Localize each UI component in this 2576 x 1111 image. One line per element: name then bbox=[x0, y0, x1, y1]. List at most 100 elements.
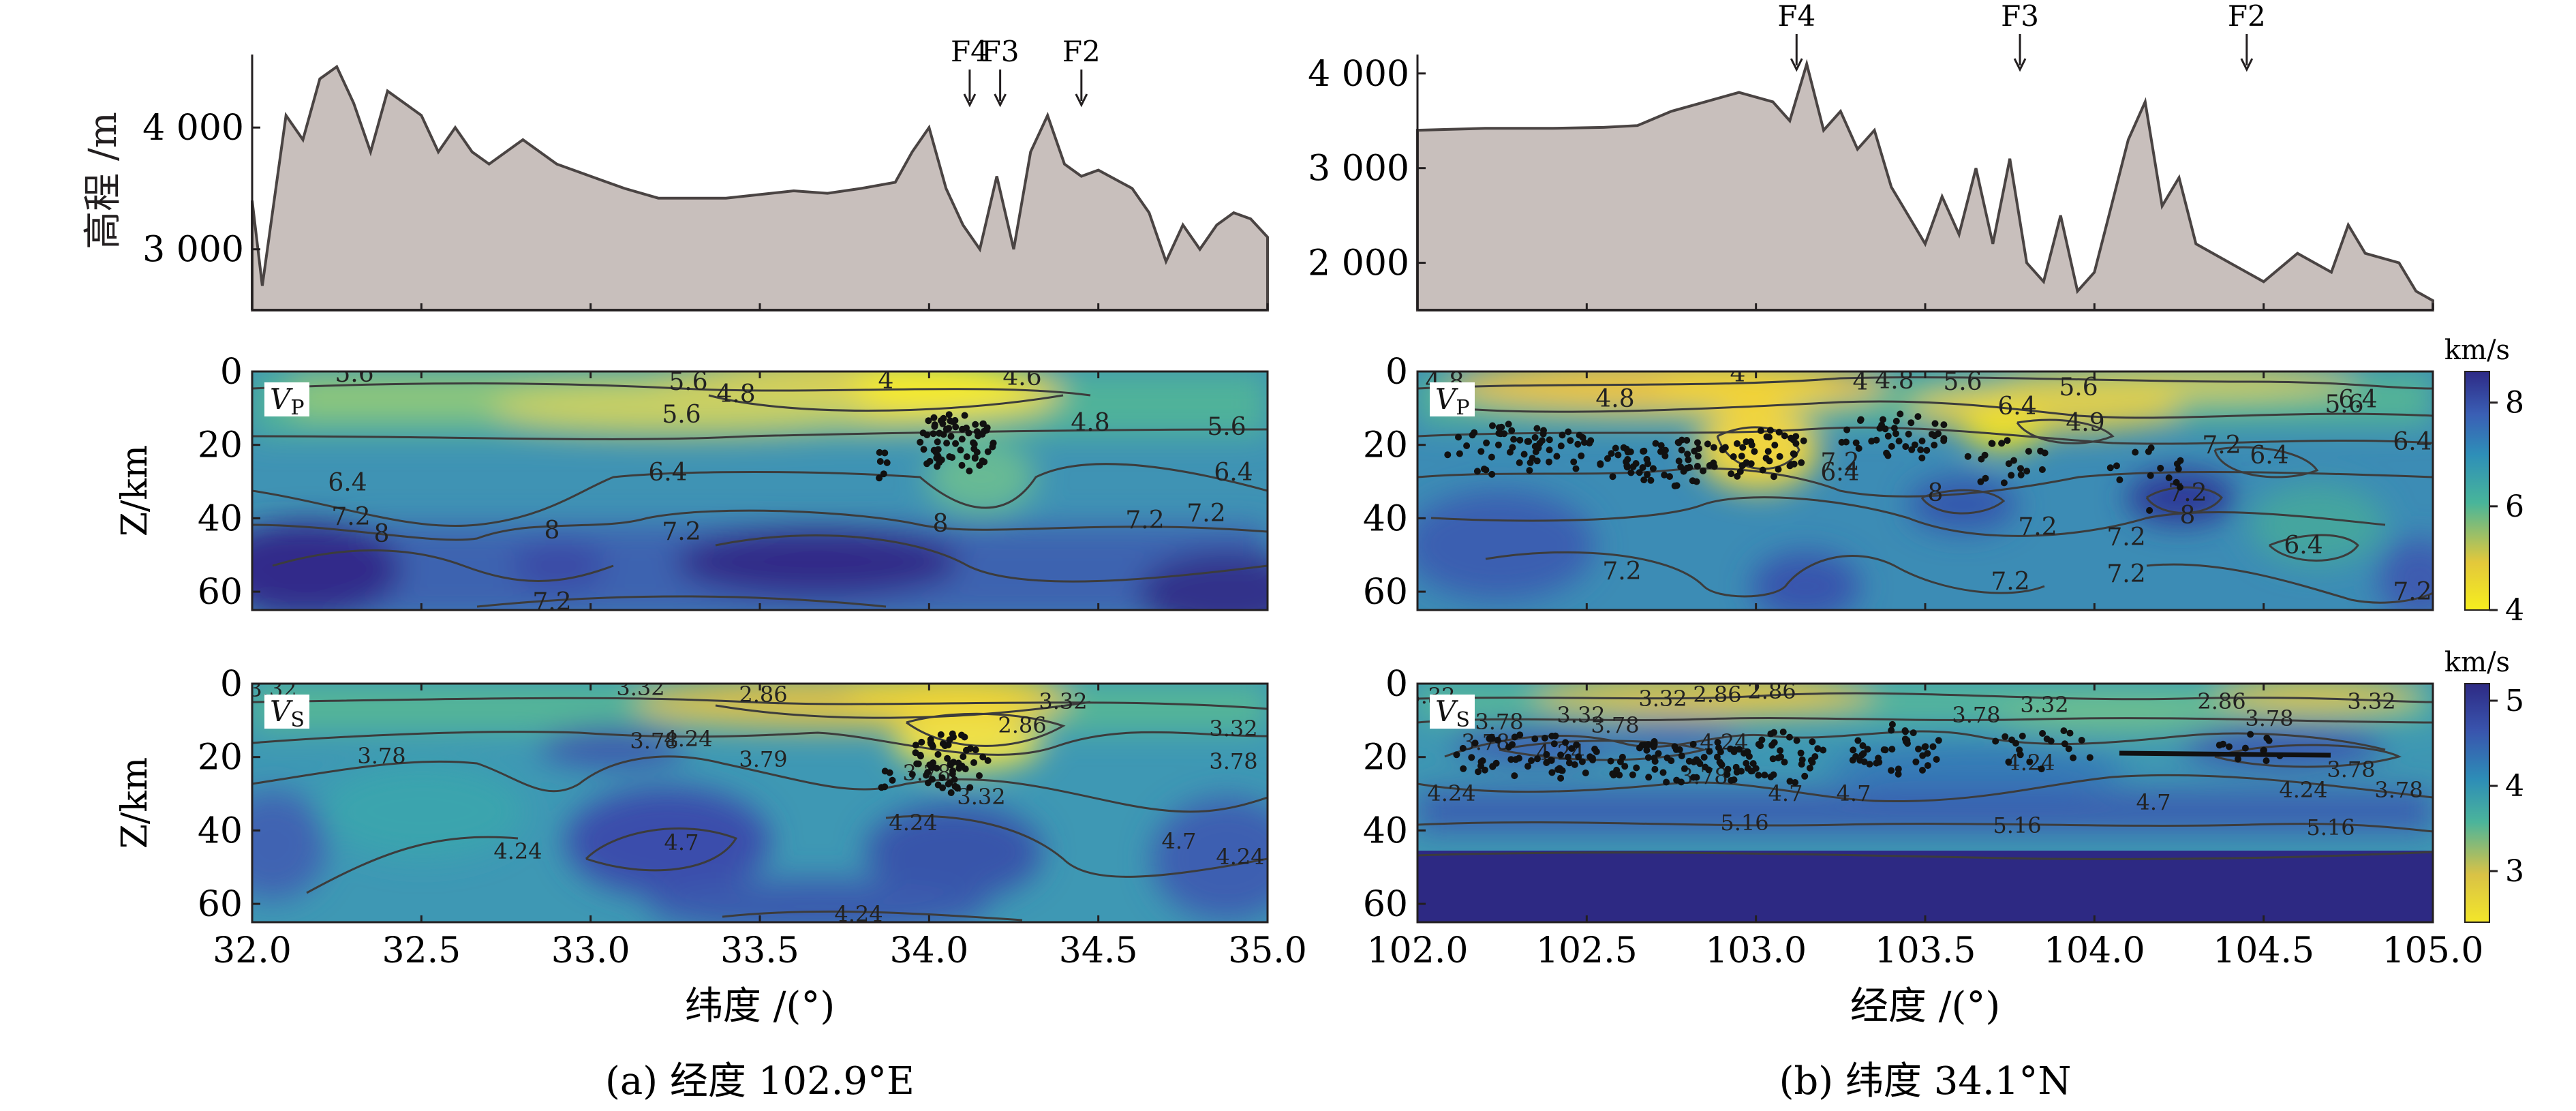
vp-tag-sub-b: P bbox=[1456, 396, 1469, 420]
earthquake-event bbox=[2146, 506, 2153, 514]
contour-label: 7.2 bbox=[2106, 560, 2145, 588]
earthquake-event bbox=[2010, 457, 2017, 464]
earthquake-event bbox=[1859, 742, 1867, 749]
earthquake-event bbox=[2047, 737, 2055, 745]
earthquake-event bbox=[917, 752, 924, 760]
contour-label: 7.2 bbox=[2018, 513, 2057, 541]
earthquake-event bbox=[881, 783, 889, 791]
contour-label: 2.86 bbox=[1693, 682, 1741, 707]
earthquake-event bbox=[1509, 444, 1516, 451]
earthquake-event bbox=[2260, 746, 2267, 754]
earthquake-event bbox=[876, 474, 883, 482]
colorbar-tick-label: 4 bbox=[2505, 769, 2524, 804]
contour-label: 8 bbox=[545, 517, 560, 545]
earthquake-event bbox=[1614, 451, 1622, 459]
earthquake-event bbox=[949, 418, 956, 425]
earthquake-event bbox=[1755, 772, 1762, 779]
contour-label: 4.7 bbox=[664, 830, 699, 855]
earthquake-event bbox=[1528, 757, 1535, 764]
earthquake-event bbox=[2005, 460, 2012, 468]
vs-tag-letter-b: V bbox=[1435, 695, 1458, 728]
earthquake-event bbox=[1576, 431, 1583, 439]
contour-label: 7.2 bbox=[532, 588, 571, 616]
earthquake-event bbox=[1582, 770, 1589, 776]
earthquake-event bbox=[947, 789, 955, 796]
earthquake-event bbox=[1917, 446, 1925, 453]
earthquake-event bbox=[2070, 754, 2077, 761]
contour-label: 6.4 bbox=[648, 459, 687, 487]
contour-label: 7.2 bbox=[2106, 523, 2145, 551]
earthquake-event bbox=[2241, 744, 2249, 752]
earthquake-event bbox=[1640, 448, 1647, 455]
earthquake-event bbox=[963, 424, 970, 431]
contour-label: 4.9 bbox=[2066, 409, 2104, 437]
earthquake-event bbox=[1875, 755, 1882, 762]
earthquake-event bbox=[1918, 454, 1926, 461]
earthquake-event bbox=[1766, 427, 1774, 434]
colorbar-tick-label: 6 bbox=[2505, 489, 2524, 524]
fault-label: F4 bbox=[1777, 0, 1815, 33]
earthquake-event bbox=[1678, 446, 1685, 454]
earthquake-event bbox=[1539, 430, 1547, 438]
svg-text:VS: VS bbox=[270, 695, 305, 732]
earthquake-event bbox=[1651, 741, 1658, 748]
earthquake-event bbox=[1661, 452, 1669, 459]
earthquake-event bbox=[1748, 441, 1755, 448]
earthquake-event bbox=[1668, 757, 1675, 765]
earthquake-event bbox=[1888, 720, 1896, 728]
fault-arrowhead bbox=[1075, 93, 1088, 108]
contour-label: 6.4 bbox=[328, 469, 367, 497]
earthquake-event bbox=[1964, 453, 1972, 460]
contour-label: 5.6 bbox=[662, 401, 701, 429]
vs-tag-sub-a: S bbox=[290, 708, 305, 732]
vp-tag-b: VP bbox=[1430, 382, 1475, 420]
contour-label: 4.7 bbox=[2136, 789, 2171, 815]
earthquake-event bbox=[960, 753, 967, 761]
earthquake-event bbox=[1559, 431, 1566, 439]
earthquake-event bbox=[1477, 448, 1485, 455]
earthquake-event bbox=[949, 767, 956, 774]
earthquake-event bbox=[1931, 420, 1939, 427]
earthquake-event bbox=[1857, 417, 1864, 424]
earthquake-event bbox=[972, 746, 979, 754]
earthquake-event bbox=[1811, 753, 1819, 760]
earthquake-event bbox=[1757, 742, 1764, 750]
earthquake-event bbox=[2008, 472, 2015, 479]
contour-label: 2.86 bbox=[739, 682, 787, 707]
earthquake-event bbox=[1935, 737, 1942, 744]
earthquake-event bbox=[945, 411, 953, 418]
earthquake-event bbox=[943, 440, 951, 447]
earthquake-event bbox=[976, 772, 983, 779]
contour-label: 6.4 bbox=[1997, 393, 2036, 421]
earthquake-event bbox=[2263, 757, 2270, 765]
earthquake-event bbox=[1512, 756, 1520, 763]
earthquake-event bbox=[970, 759, 977, 766]
earthquake-event bbox=[967, 745, 974, 752]
earthquake-event bbox=[1888, 727, 1895, 734]
earthquake-event bbox=[1689, 740, 1697, 748]
xtick-label: 103.0 bbox=[1705, 930, 1807, 971]
vs-tag-b: VS bbox=[1430, 695, 1475, 732]
earthquake-event bbox=[1573, 741, 1580, 748]
earthquake-event bbox=[1738, 453, 1745, 460]
contour-label: 4.24 bbox=[493, 838, 542, 864]
earthquake-event bbox=[883, 459, 891, 466]
earthquake-event bbox=[1510, 436, 1518, 443]
colorbar-tick-label: 4 bbox=[2505, 593, 2524, 628]
earthquake-event bbox=[1864, 746, 1871, 753]
svg-text:VP: VP bbox=[1435, 382, 1470, 420]
earthquake-event bbox=[1469, 431, 1476, 439]
earthquake-event bbox=[920, 446, 927, 453]
xtick-label: 32.0 bbox=[213, 930, 292, 971]
caption-b: (b) 纬度 34.1°N bbox=[1779, 1059, 2072, 1104]
earthquake-event bbox=[1644, 741, 1652, 748]
earthquake-event bbox=[1489, 422, 1496, 429]
contour-label: 2.86 bbox=[998, 712, 1046, 738]
contour-label: 6.4 bbox=[1820, 459, 1859, 487]
earthquake-event bbox=[934, 438, 941, 446]
fault-label: F4 bbox=[951, 35, 989, 68]
earthquake-event bbox=[1880, 746, 1888, 753]
xtick-label: 33.0 bbox=[551, 930, 630, 971]
contour-label: 8 bbox=[374, 520, 390, 548]
earthquake-event bbox=[1714, 739, 1721, 746]
